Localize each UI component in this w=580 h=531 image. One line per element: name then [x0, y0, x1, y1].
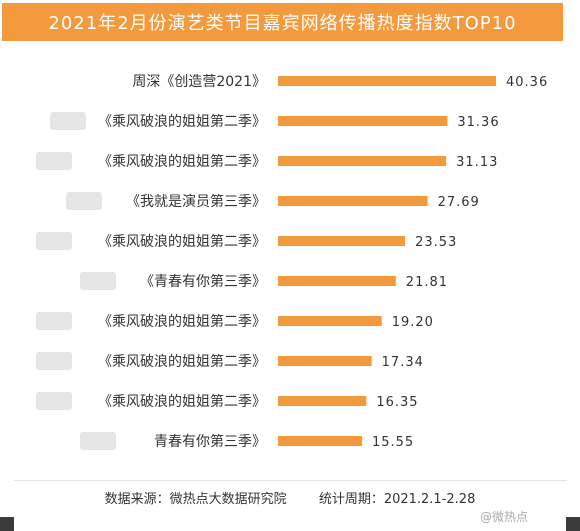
redacted-name-block — [66, 192, 102, 210]
value-label: 23.53 — [415, 235, 457, 250]
bar — [278, 396, 367, 406]
value-label: 31.36 — [457, 115, 499, 130]
corner-decoration-right — [566, 517, 580, 531]
bar — [278, 156, 447, 166]
value-label: 15.55 — [372, 435, 414, 450]
chart-title: 2021年2月份演艺类节目嘉宾网络传播热度指数TOP10 — [2, 3, 563, 41]
bar — [278, 436, 362, 446]
category-label: 《乘风破浪的姐姐第二季》 — [98, 113, 266, 130]
category-label: 周深《创造营2021》 — [132, 74, 266, 90]
redacted-name-block — [36, 152, 72, 170]
redacted-name-block — [36, 312, 72, 330]
redacted-name-block — [50, 112, 86, 130]
category-label: 《乘风破浪的姐姐第二季》 — [98, 233, 266, 250]
value-label: 19.20 — [392, 315, 434, 330]
stat-period-text: 统计周期：2021.2.1-2.28 — [318, 492, 476, 507]
chart-footer: 数据来源：微热点大数据研究院 统计周期：2021.2.1-2.28 — [0, 488, 580, 508]
footer-divider — [14, 480, 567, 481]
value-label: 40.36 — [506, 75, 548, 90]
bar-chart: 周深《创造营2021》 40.36 《乘风破浪的姐姐第二季》 31.36 《乘风破浪的姐… — [36, 74, 548, 450]
redacted-name-block — [36, 352, 72, 370]
bar — [278, 196, 428, 206]
category-label: 青春有你第三季》 — [154, 433, 266, 450]
redacted-name-block — [80, 272, 116, 290]
category-label: 《乘风破浪的姐姐第二季》 — [98, 353, 266, 370]
bar — [278, 356, 372, 366]
watermark-text: @微热点 — [479, 510, 528, 524]
value-label: 17.34 — [382, 355, 424, 370]
category-label: 《乘风破浪的姐姐第二季》 — [98, 153, 266, 170]
redacted-name-block — [36, 232, 72, 250]
category-label: 《乘风破浪的姐姐第二季》 — [98, 313, 266, 330]
value-label: 31.13 — [456, 155, 498, 170]
value-label: 16.35 — [376, 395, 418, 410]
bar — [278, 116, 448, 126]
bar — [278, 276, 396, 286]
bar — [278, 236, 406, 246]
data-source-text: 数据来源：微热点大数据研究院 — [104, 492, 287, 507]
redacted-name-block — [36, 392, 72, 410]
redacted-name-block — [80, 432, 116, 450]
value-label: 27.69 — [438, 195, 480, 210]
category-label: 《乘风破浪的姐姐第二季》 — [98, 393, 266, 410]
category-label: 《我就是演员第三季》 — [126, 193, 266, 210]
value-label: 21.81 — [406, 275, 448, 290]
bar — [278, 76, 496, 86]
corner-decoration-left — [0, 517, 14, 531]
bar — [278, 316, 382, 326]
category-label: 《青春有你第三季》 — [140, 273, 266, 290]
